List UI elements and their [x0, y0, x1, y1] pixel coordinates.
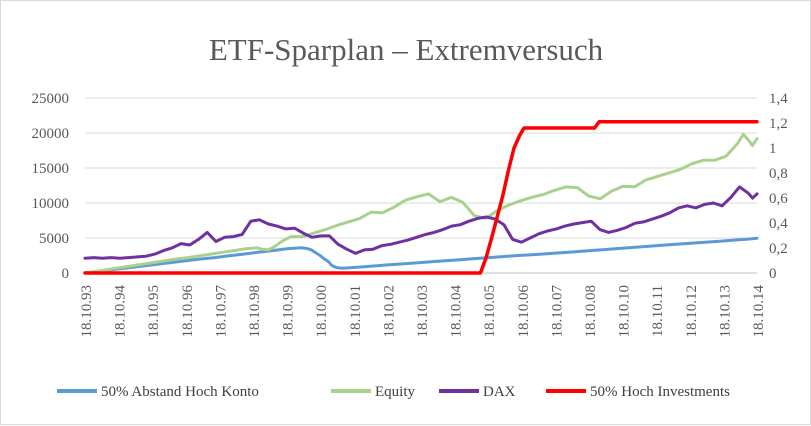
legend-label: 50% Abstand Hoch Konto [101, 384, 259, 400]
x-tick-label: 18.10.98 [247, 285, 263, 338]
x-tick-label: 18.10.00 [314, 285, 330, 338]
y-right-tick-label: 1,2 [769, 116, 788, 132]
x-tick-label: 18.10.95 [146, 285, 162, 338]
y-right-tick-label: 0,8 [769, 166, 788, 182]
y-right-tick-label: 0 [769, 266, 777, 282]
legend: 50% Abstand Hoch Konto Equity DAX 50% Hoch … [57, 384, 730, 400]
legend-item-equity: Equity [331, 384, 415, 400]
x-tick-label: 18.10.07 [549, 285, 565, 338]
y-left-tick-label: 0 [62, 266, 70, 282]
x-tick-label: 18.10.01 [348, 285, 364, 338]
x-tick-label: 18.10.06 [516, 285, 532, 338]
series-line-50-hoch-investments [83, 120, 759, 275]
x-tick-label: 18.10.99 [281, 285, 297, 338]
x-tick-label: 18.10.13 [717, 285, 733, 338]
legend-label: DAX [483, 384, 516, 400]
axes: 0 5000 10000 15000 20000 25000 0 0,2 0,4 0,6 0,8 1 1… [32, 91, 789, 338]
x-tick-label: 18.10.97 [213, 285, 229, 338]
y-left-tick-label: 25000 [32, 91, 70, 107]
series-line-50-abstand-hoch-konto [83, 236, 759, 275]
x-tick-label: 18.10.03 [415, 285, 431, 338]
y-right-tick-label: 1 [769, 141, 777, 157]
x-tick-label: 18.10.05 [482, 285, 498, 338]
x-tick-label: 18.10.04 [449, 284, 465, 337]
legend-item-50-abstand-hoch-konto: 50% Abstand Hoch Konto [57, 384, 259, 400]
x-tick-label: 18.10.12 [684, 285, 700, 338]
legend-label: Equity [375, 384, 415, 400]
x-tick-label: 18.10.08 [583, 285, 599, 338]
y-left-tick-label: 15000 [32, 161, 70, 177]
series-line-equity [83, 132, 759, 275]
y-right-tick-label: 1,4 [769, 91, 788, 107]
x-tick-label: 18.10.93 [79, 285, 95, 338]
legend-item-dax: DAX [439, 384, 516, 400]
legend-label: 50% Hoch Investments [590, 384, 730, 400]
x-tick-label: 18.10.10 [617, 285, 633, 338]
y-right-tick-label: 0,2 [769, 241, 788, 257]
x-tick-label: 18.10.14 [751, 285, 767, 338]
gridlines [85, 97, 757, 239]
x-tick-label: 18.10.11 [650, 285, 666, 337]
y-left-tick-label: 20000 [32, 126, 70, 142]
y-right-tick-label: 0,4 [769, 216, 788, 232]
chart-title: ETF-Sparplan – Extremversuch [209, 32, 604, 67]
series-line-dax [83, 185, 759, 260]
legend-item-50-hoch-investments: 50% Hoch Investments [546, 384, 730, 400]
x-tick-label: 18.10.94 [113, 285, 129, 338]
x-tick-label: 18.10.96 [180, 285, 196, 338]
y-left-tick-label: 10000 [32, 196, 70, 212]
y-left-tick-label: 5000 [39, 231, 69, 247]
y-right-tick-label: 0,6 [769, 191, 788, 207]
series-lines [83, 120, 759, 275]
x-tick-label: 18.10.02 [381, 285, 397, 338]
